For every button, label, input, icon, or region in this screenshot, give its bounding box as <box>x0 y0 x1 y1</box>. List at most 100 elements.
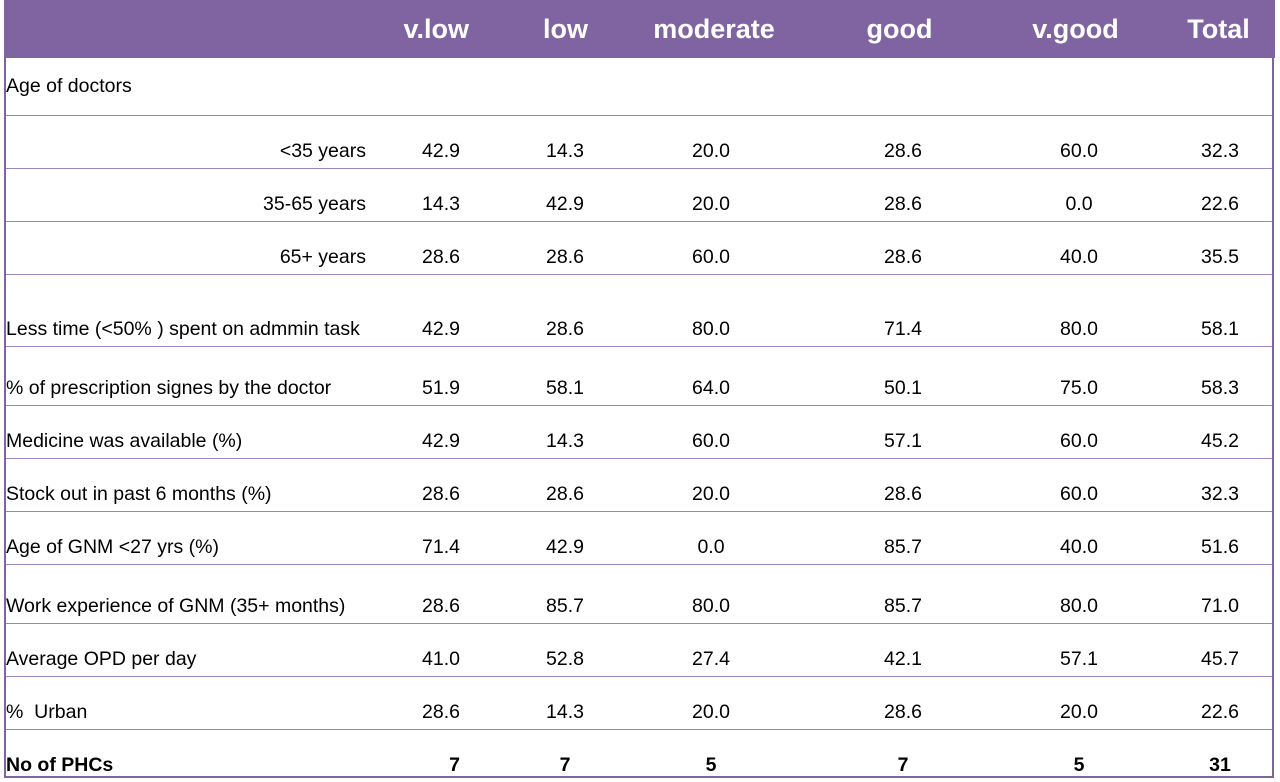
cell: 28.6 <box>482 220 632 274</box>
row-label: Age of GNM <27 yrs (%) <box>4 510 370 564</box>
cell: 28.6 <box>796 457 976 511</box>
cell: 5 <box>976 728 1156 782</box>
cell: 57.1 <box>976 622 1156 676</box>
cell: 85.7 <box>796 563 976 623</box>
cell: 71.4 <box>370 510 482 564</box>
cell: 51.9 <box>370 345 482 405</box>
cell: 28.6 <box>796 167 976 221</box>
cell <box>632 58 796 115</box>
cell: 27.4 <box>632 622 796 676</box>
header-label <box>4 0 370 58</box>
cell: 35.5 <box>1156 220 1274 274</box>
header-moderate: moderate <box>632 0 797 58</box>
cell: 28.6 <box>796 675 976 729</box>
cell: 40.0 <box>976 510 1156 564</box>
table-row: % Urban 28.6 14.3 20.0 28.6 20.0 22.6 <box>4 675 1274 729</box>
cell: 22.6 <box>1156 167 1274 221</box>
cell <box>976 58 1156 115</box>
cell: 20.0 <box>632 167 796 221</box>
cell: 71.4 <box>796 273 976 346</box>
cell: 28.6 <box>370 675 482 729</box>
cell: 51.6 <box>1156 510 1274 564</box>
totals-row: No of PHCs 7 7 5 7 5 31 <box>4 728 1274 782</box>
cell: 28.6 <box>370 563 482 623</box>
cell <box>1156 58 1274 115</box>
cell: 58.1 <box>1156 273 1274 346</box>
header-vgood: v.good <box>976 0 1157 58</box>
cell: 28.6 <box>482 457 632 511</box>
cell: 85.7 <box>482 563 632 623</box>
cell: 7 <box>482 728 632 782</box>
cell: 64.0 <box>632 345 796 405</box>
row-label: Stock out in past 6 months (%) <box>4 457 370 511</box>
table-row: Less time (<50% ) spent on admmin task 4… <box>4 273 1274 346</box>
cell: 60.0 <box>976 114 1156 168</box>
row-label: Work experience of GNM (35+ months) <box>4 563 370 623</box>
cell: 14.3 <box>370 167 482 221</box>
cell: 45.7 <box>1156 622 1274 676</box>
cell: 14.3 <box>482 675 632 729</box>
cell: 50.1 <box>796 345 976 405</box>
header-row: v.low low moderate good v.good Total <box>4 0 1275 58</box>
cell: 60.0 <box>632 220 796 274</box>
row-label: % of prescription signes by the doctor <box>4 345 370 405</box>
cell: 45.2 <box>1156 404 1274 458</box>
cell: 58.1 <box>482 345 632 405</box>
cell: 42.1 <box>796 622 976 676</box>
cell: 80.0 <box>976 563 1156 623</box>
cell: 7 <box>796 728 976 782</box>
cell: 42.9 <box>370 114 482 168</box>
cell: 20.0 <box>632 457 796 511</box>
table-row: Medicine was available (%) 42.9 14.3 60.… <box>4 404 1274 458</box>
cell: 80.0 <box>632 563 796 623</box>
row-label: No of PHCs <box>4 728 370 782</box>
cell: 28.6 <box>370 220 482 274</box>
cell: 28.6 <box>796 114 976 168</box>
cell: 40.0 <box>976 220 1156 274</box>
cell: 0.0 <box>632 510 796 564</box>
cell: 71.0 <box>1156 563 1274 623</box>
cell: 75.0 <box>976 345 1156 405</box>
cell: 42.9 <box>482 510 632 564</box>
cell: 57.1 <box>796 404 976 458</box>
header-low: low <box>482 0 633 58</box>
row-label: 35-65 years <box>4 167 370 221</box>
cell: 20.0 <box>976 675 1156 729</box>
header-vlow: v.low <box>370 0 483 58</box>
cell: 28.6 <box>796 220 976 274</box>
cell: 42.9 <box>482 167 632 221</box>
row-label: 65+ years <box>4 220 370 274</box>
table-row: 65+ years 28.6 28.6 60.0 28.6 40.0 35.5 <box>4 220 1274 274</box>
cell: 14.3 <box>482 114 632 168</box>
header-good: good <box>796 0 977 58</box>
cell <box>482 58 632 115</box>
cell: 60.0 <box>976 457 1156 511</box>
cell: 20.0 <box>632 675 796 729</box>
cell: 32.3 <box>1156 457 1274 511</box>
row-label: Medicine was available (%) <box>4 404 370 458</box>
cell: 0.0 <box>976 167 1156 221</box>
table-row: 35-65 years 14.3 42.9 20.0 28.6 0.0 22.6 <box>4 167 1274 221</box>
row-label: Age of doctors <box>6 75 132 98</box>
cell <box>370 58 482 115</box>
row-label: Average OPD per day <box>4 622 370 676</box>
cell: 60.0 <box>976 404 1156 458</box>
row-label: <35 years <box>4 114 370 168</box>
table-row: Stock out in past 6 months (%) 28.6 28.6… <box>4 457 1274 511</box>
cell: 58.3 <box>1156 345 1274 405</box>
cell: 80.0 <box>632 273 796 346</box>
table-row: Work experience of GNM (35+ months) 28.6… <box>4 563 1274 623</box>
cell: 28.6 <box>370 457 482 511</box>
table-row: % of prescription signes by the doctor 5… <box>4 345 1274 405</box>
cell: 20.0 <box>632 114 796 168</box>
cell: 31 <box>1156 728 1274 782</box>
row-label: Less time (<50% ) spent on admmin task <box>4 273 370 346</box>
cell: 42.9 <box>370 273 482 346</box>
header-total: Total <box>1156 0 1275 58</box>
cell <box>796 58 976 115</box>
data-table: v.low low moderate good v.good Total Age… <box>4 0 1275 782</box>
cell: 28.6 <box>482 273 632 346</box>
cell: 7 <box>370 728 482 782</box>
cell: 32.3 <box>1156 114 1274 168</box>
table-row: <35 years 42.9 14.3 20.0 28.6 60.0 32.3 <box>4 114 1274 168</box>
